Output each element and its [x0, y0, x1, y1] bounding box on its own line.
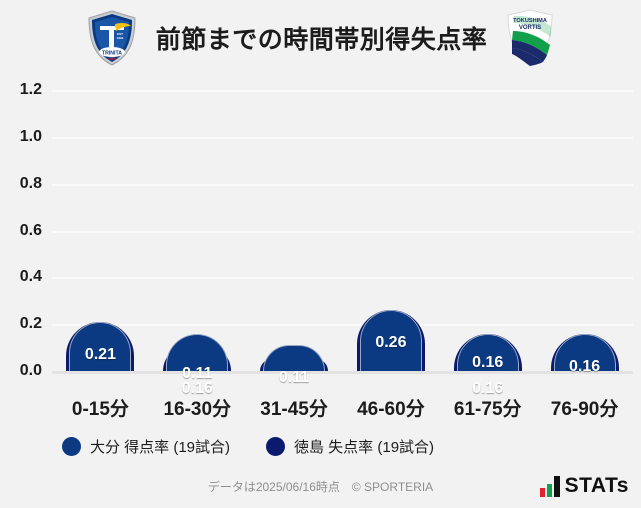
y-axis-tick-label: 0.2 [19, 315, 42, 333]
svg-text:1994: 1994 [116, 36, 123, 40]
x-axis-tick-label: 16-30分 [163, 398, 232, 420]
legend-label: 大分 得点率 (19試合) [90, 438, 231, 456]
legend-color-swatch [62, 436, 81, 456]
svg-text:TOKUSHIMA: TOKUSHIMA [513, 18, 547, 24]
y-axis-tick-label: 0.6 [19, 221, 42, 239]
axis-baseline [52, 371, 633, 374]
x-axis-tick-label: 76-90分 [550, 398, 619, 420]
grid-line [52, 90, 633, 92]
svg-text:TRINITA: TRINITA [102, 51, 122, 57]
stats-brand-text: STATs [564, 474, 629, 497]
grid-line [52, 277, 633, 280]
bar-value-label-oita: 0.16 [181, 379, 213, 397]
oita-trinita-logo: TRINITA OITA EST 1994 [86, 10, 138, 66]
x-axis: 0-15分 16-30分 31-45分 46-60分 61-75分 76-90分 [52, 388, 633, 426]
bar-value-label-oita: 0.16 [472, 379, 504, 397]
chart-footer: データは2025/06/16時点 © SPORTERIA STATs [0, 472, 641, 508]
stats-bars-icon [539, 475, 560, 497]
tokushima-vortis-logo: TOKUSHIMA VORTIS [505, 9, 555, 67]
chart-legend: 大分 得点率 (19試合) 徳島 失点率 (19試合) [0, 426, 641, 466]
bar-group: 0.26 [342, 76, 439, 388]
bar-oita-scored[interactable] [69, 321, 132, 371]
y-axis-tick-label: 0.0 [19, 362, 42, 379]
x-axis-tick-label: 0-15分 [71, 398, 129, 420]
x-axis-tick-label: 46-60分 [357, 398, 425, 420]
svg-text:EST: EST [117, 32, 123, 36]
bar-value-label-oita: 0.26 [375, 334, 407, 352]
page-title: 前節までの時間帯別得失点率 [155, 26, 488, 54]
x-axis-tick-label: 31-45分 [260, 398, 328, 420]
bar-value-label-oita: 0.16 [568, 357, 601, 375]
svg-text:VORTIS: VORTIS [519, 25, 541, 31]
grid-line [52, 136, 633, 139]
grid-line [52, 230, 633, 233]
legend-item[interactable]: 徳島 失点率 (19試合) [266, 436, 434, 457]
stats-brand-logo: STATs [539, 474, 629, 498]
y-axis-tick-label: 0.4 [19, 268, 42, 286]
x-axis-tick-label: 61-75分 [453, 398, 522, 420]
y-axis-tick-label: 0.8 [19, 174, 42, 192]
y-axis: 0.0 0.2 0.4 0.6 0.8 1.0 1.2 [0, 76, 46, 388]
y-axis-tick-label: 1.0 [19, 127, 42, 145]
data-source-note: データは2025/06/16時点 © SPORTERIA [207, 480, 434, 494]
bar-group: 0.16 [536, 76, 633, 388]
legend-color-swatch [266, 436, 286, 456]
chart-plot-area: 0.0 0.2 0.4 0.6 0.8 1.0 1.2 0.21 0.11 0.16 0.11 0.… [0, 76, 641, 397]
bar-value-label-oita: 0.11 [278, 369, 310, 387]
bar-value-label-tokushima: 0.16 [472, 353, 504, 371]
bar-group: 0.11 [246, 76, 343, 388]
bar-group: 0.16 0.16 [439, 76, 536, 397]
bar-value-label-tokushima: 0.11 [182, 365, 213, 383]
bar-group: 0.11 0.16 [149, 76, 246, 397]
grid-line [52, 183, 633, 186]
bar-group: 0.21 [52, 76, 149, 388]
bar-oita-scored[interactable] [263, 345, 326, 371]
bar-groups: 0.21 0.11 0.16 0.11 0.26 0.16 0.16 0.16 [52, 76, 633, 397]
svg-text:OITA: OITA [108, 57, 116, 61]
grid-line [52, 324, 633, 327]
chart-header: TRINITA OITA EST 1994 前節までの時間帯別得失点率 TOKU… [0, 0, 641, 76]
bar-oita-scored[interactable] [359, 310, 422, 371]
legend-label: 徳島 失点率 (19試合) [294, 438, 435, 456]
bar-value-label-oita: 0.21 [84, 345, 116, 363]
legend-item[interactable]: 大分 得点率 (19試合) [62, 436, 230, 457]
y-axis-tick-label: 1.2 [19, 81, 42, 98]
grid-lines [52, 76, 633, 388]
